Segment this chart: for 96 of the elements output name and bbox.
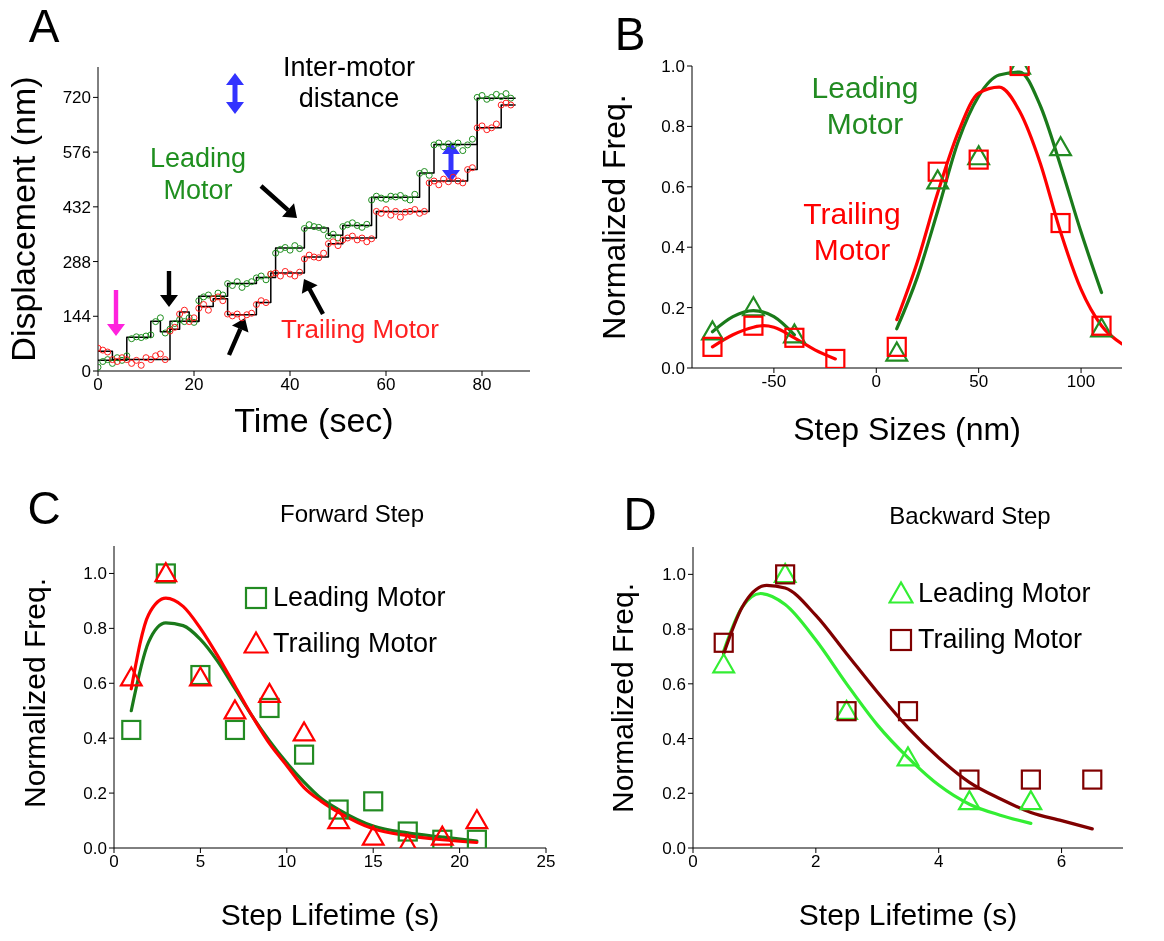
x-tick-label: 50: [969, 372, 989, 392]
point: [223, 699, 247, 720]
x-tick-label: 60: [376, 375, 396, 395]
text: C: [26, 482, 62, 535]
y-tick-label: 1.0: [662, 565, 686, 585]
point: [397, 821, 418, 842]
x-tick-label: 0: [871, 372, 882, 392]
y-axis-title: Normalized Freq.: [17, 577, 51, 809]
y-tick-label: 0.6: [83, 674, 107, 694]
legend-label: Trailing Motor: [273, 627, 438, 659]
point: [957, 790, 981, 811]
y-tick-label: 0.6: [661, 177, 685, 197]
y-axis-title: Normalized Freq.: [596, 94, 633, 340]
x-tick-label: 40: [280, 375, 300, 395]
point: [327, 809, 351, 830]
y-tick-label: 0.0: [662, 839, 686, 859]
y-tick-label: 144: [62, 307, 91, 327]
x-axis-title: Step Lifetime (s): [798, 898, 1018, 931]
y-tick-label: 0.0: [661, 359, 685, 379]
point: [1050, 212, 1071, 234]
x-axis-title: Time (sec): [234, 401, 394, 440]
point: [363, 791, 384, 812]
series-label: Trailing Motor: [802, 196, 902, 268]
point: [361, 825, 385, 846]
legend-label: Leading Motor: [918, 577, 1091, 609]
point: [224, 719, 246, 741]
legend-label: Leading Motor: [273, 581, 446, 613]
point: [713, 632, 734, 653]
chart-title: Forward Step: [278, 500, 426, 528]
x-tick-label: 6: [1056, 852, 1067, 872]
x-tick-label: 80: [472, 375, 492, 395]
point: [121, 719, 142, 741]
y-tick-label: 0.6: [662, 674, 686, 694]
y-tick-label: 720: [62, 88, 91, 108]
x-tick-label: 15: [363, 852, 383, 872]
point: [741, 296, 765, 317]
point: [1049, 136, 1073, 157]
x-tick-label: -50: [761, 372, 787, 392]
x-tick-label: 4: [933, 852, 944, 872]
y-tick-label: 0.2: [661, 298, 685, 318]
point: [292, 721, 316, 742]
point: [825, 348, 846, 368]
text: A: [27, 0, 61, 53]
x-axis-title: Step Lifetime (s): [220, 898, 440, 931]
point: [926, 169, 950, 190]
point: [885, 341, 909, 362]
legend-label: Trailing Motor: [918, 623, 1083, 655]
y-axis-title: Normalized Freq.: [605, 582, 639, 814]
y-tick-label: 288: [62, 252, 91, 272]
y-tick-label: 0.4: [83, 729, 107, 749]
x-axis-title: Step Sizes (nm): [793, 411, 1021, 448]
annotation: Inter-motor distance: [281, 52, 416, 115]
point: [897, 701, 919, 722]
point: [886, 336, 907, 357]
point: [896, 746, 920, 767]
x-tick-label: 10: [277, 852, 297, 872]
y-axis-title: Displacement (nm): [4, 76, 43, 362]
x-tick-label: 25: [536, 852, 556, 872]
y-tick-label: 432: [62, 197, 91, 217]
series-label: Trailing Motor: [280, 314, 440, 346]
chart-title: Backward Step: [888, 502, 1052, 530]
x-tick-label: 2: [811, 852, 821, 872]
point: [1020, 769, 1041, 790]
y-tick-label: 0.4: [661, 238, 685, 258]
series-label: Leading Motor: [810, 70, 920, 142]
text: B: [613, 8, 647, 61]
point: [1019, 790, 1043, 811]
point: [701, 320, 724, 341]
point: [293, 744, 315, 765]
point: [1082, 769, 1103, 790]
y-tick-label: 0.8: [662, 620, 686, 640]
point: [328, 799, 349, 820]
point: [712, 653, 736, 674]
point: [119, 666, 143, 687]
x-tick-label: 20: [184, 375, 204, 395]
series-label: Leading Motor: [148, 142, 248, 207]
y-tick-label: 0.0: [83, 839, 107, 859]
y-tick-label: 1.0: [661, 57, 685, 77]
point: [465, 809, 489, 830]
y-tick-label: 0.8: [661, 117, 685, 137]
x-tick-label: 20: [450, 852, 470, 872]
y-tick-label: 0.2: [662, 784, 686, 804]
y-tick-label: 0.8: [83, 619, 107, 639]
y-tick-label: 1.0: [83, 564, 107, 584]
point: [743, 315, 764, 336]
point: [702, 336, 723, 357]
y-tick-label: 0.2: [83, 784, 107, 804]
point: [959, 769, 980, 790]
point: [258, 682, 281, 703]
x-tick-label: 100: [1066, 372, 1096, 392]
y-tick-label: 576: [62, 143, 91, 163]
y-tick-label: 0.4: [662, 729, 686, 749]
point: [259, 697, 280, 719]
point: [927, 161, 948, 182]
text: D: [622, 488, 658, 541]
x-tick-label: 5: [195, 852, 206, 872]
